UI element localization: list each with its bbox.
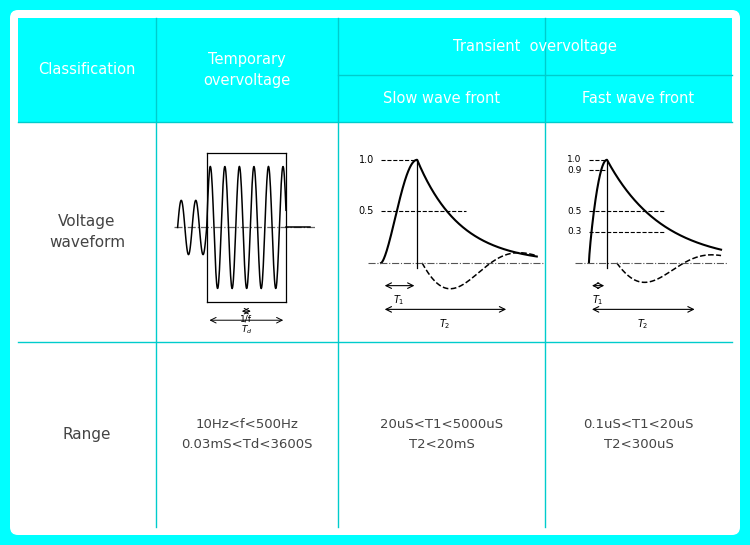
FancyBboxPatch shape — [10, 10, 740, 535]
Text: Transient  overvoltage: Transient overvoltage — [453, 39, 617, 54]
Text: $T_2$: $T_2$ — [638, 318, 649, 331]
Text: 0.5: 0.5 — [567, 207, 581, 216]
Text: Voltage
waveform: Voltage waveform — [49, 214, 125, 250]
FancyBboxPatch shape — [545, 75, 732, 122]
Text: 0.1uS<T1<20uS
T2<300uS: 0.1uS<T1<20uS T2<300uS — [584, 418, 694, 451]
Text: $T_2$: $T_2$ — [440, 318, 451, 331]
Text: Classification: Classification — [38, 63, 136, 77]
Text: 0.9: 0.9 — [567, 166, 581, 174]
Text: 0.3: 0.3 — [567, 227, 581, 237]
FancyBboxPatch shape — [156, 18, 338, 122]
Text: Slow wave front: Slow wave front — [383, 91, 500, 106]
Text: 0.5: 0.5 — [358, 207, 374, 216]
Text: Temporary
overvoltage: Temporary overvoltage — [203, 52, 291, 88]
Text: 1.0: 1.0 — [567, 155, 581, 164]
Text: 10Hz<f<500Hz
0.03mS<Td<3600S: 10Hz<f<500Hz 0.03mS<Td<3600S — [182, 418, 313, 451]
Text: Range: Range — [63, 427, 111, 442]
Text: 1.0: 1.0 — [358, 155, 374, 165]
Text: 1/f: 1/f — [240, 314, 252, 323]
FancyBboxPatch shape — [338, 75, 545, 122]
FancyBboxPatch shape — [18, 18, 156, 122]
Text: $T_d$: $T_d$ — [241, 323, 252, 336]
Text: $T_1$: $T_1$ — [393, 293, 405, 307]
Text: 20uS<T1<5000uS
T2<20mS: 20uS<T1<5000uS T2<20mS — [380, 418, 503, 451]
Text: Fast wave front: Fast wave front — [583, 91, 694, 106]
FancyBboxPatch shape — [338, 18, 732, 75]
Text: $T_1$: $T_1$ — [592, 293, 604, 307]
